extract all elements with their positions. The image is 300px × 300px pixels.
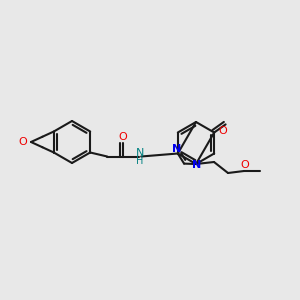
- Text: O: O: [218, 126, 227, 136]
- Text: O: O: [19, 137, 27, 147]
- Text: N: N: [192, 160, 202, 170]
- Text: O: O: [119, 131, 128, 142]
- Text: N: N: [136, 148, 144, 158]
- Text: H: H: [136, 155, 144, 166]
- Text: N: N: [172, 143, 182, 154]
- Text: O: O: [241, 160, 249, 170]
